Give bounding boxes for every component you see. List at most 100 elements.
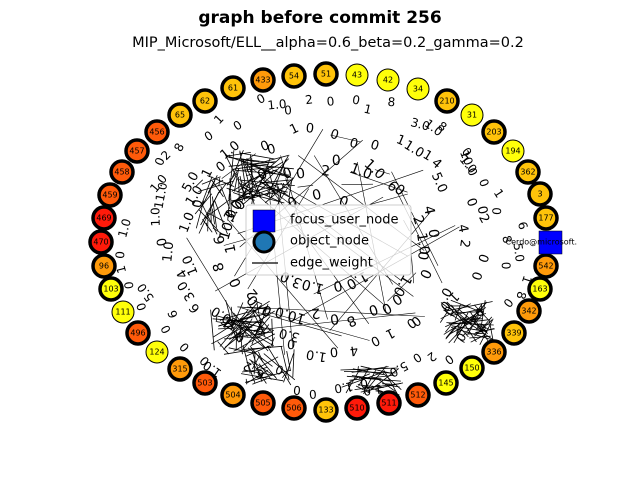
object-node-label: 458 bbox=[114, 168, 129, 177]
edge-line-47 bbox=[241, 181, 251, 199]
edge-line-250 bbox=[351, 366, 389, 373]
edge-line-177 bbox=[238, 328, 241, 339]
edge-line-243 bbox=[363, 385, 384, 388]
edge-weight-label-0: 5.0 bbox=[510, 242, 526, 263]
edge-weight-label-15: 0 bbox=[309, 387, 318, 401]
edge-line-131 bbox=[445, 316, 468, 328]
edge-line-267 bbox=[382, 383, 391, 385]
edge-line-9 bbox=[254, 154, 290, 165]
object-node-circle bbox=[125, 320, 151, 346]
edge-line-84 bbox=[227, 193, 231, 221]
edge-line-191 bbox=[251, 310, 266, 336]
edge-weight-label-40: 0 bbox=[231, 118, 245, 134]
object-node-circle bbox=[313, 61, 339, 87]
edge-line-292 bbox=[391, 171, 439, 266]
edge-weight-label-9: 2 bbox=[424, 349, 439, 365]
object-node-470: 470 bbox=[88, 229, 114, 255]
edge-line-133 bbox=[480, 304, 483, 316]
edge-line-163 bbox=[218, 327, 251, 330]
edge-line-93 bbox=[218, 178, 221, 187]
edge-line-136 bbox=[470, 318, 483, 320]
edge-line-181 bbox=[228, 347, 255, 354]
edge-line-44 bbox=[228, 150, 235, 200]
object-node-label: 61 bbox=[228, 84, 238, 93]
edge-line-237 bbox=[251, 351, 263, 382]
edge-line-230 bbox=[247, 363, 256, 384]
edge-weight-label-123: 8 bbox=[210, 260, 228, 273]
edge-weight-label-135: 1.0 bbox=[348, 160, 374, 183]
edge-line-255 bbox=[383, 370, 398, 395]
edge-line-46 bbox=[240, 179, 295, 186]
node-layer: 54 51 434234210312031943623177542163342339… bbox=[88, 61, 559, 423]
object-node-label: 362 bbox=[520, 168, 535, 177]
object-node-43: 43 bbox=[345, 63, 369, 87]
object-node-111: 111 bbox=[111, 300, 135, 324]
edge-weight-label-26: 5.0 bbox=[134, 281, 156, 305]
object-node-label: 65 bbox=[175, 111, 185, 120]
object-node-circle bbox=[516, 298, 542, 324]
object-node-512: 512 bbox=[405, 382, 431, 408]
object-node-label: 43 bbox=[352, 71, 362, 80]
edge-weight-label-16: 0 bbox=[293, 383, 302, 398]
object-node-label: 31 bbox=[467, 111, 477, 120]
edge-line-202 bbox=[249, 304, 274, 335]
edge-weight-label-116: 0 bbox=[329, 310, 340, 327]
edge-line-143 bbox=[482, 316, 493, 329]
edge-line-195 bbox=[219, 316, 229, 321]
object-node-31: 31 bbox=[460, 103, 484, 127]
object-node-circle bbox=[144, 119, 170, 145]
object-node-456: 456 bbox=[144, 119, 170, 145]
object-node-34: 34 bbox=[406, 77, 430, 101]
edge-weight-label-61: 0 bbox=[474, 252, 491, 264]
legend-object-label: object_node bbox=[290, 234, 369, 249]
edge-line-222 bbox=[266, 345, 292, 386]
edge-line-154 bbox=[479, 318, 494, 345]
object-node-circle bbox=[481, 339, 507, 365]
edge-line-89 bbox=[207, 175, 218, 194]
edge-line-295 bbox=[349, 171, 408, 193]
edge-line-171 bbox=[217, 341, 230, 355]
object-node-506: 506 bbox=[281, 395, 307, 421]
object-node-54: 54 bbox=[281, 63, 307, 89]
edge-line-280 bbox=[387, 272, 417, 302]
object-node-505: 505 bbox=[250, 390, 276, 416]
edge-line-32 bbox=[251, 195, 254, 205]
edge-line-227 bbox=[283, 353, 294, 383]
edge-weight-label-11: 5.0 bbox=[387, 359, 410, 380]
object-node-96: 96 bbox=[91, 253, 117, 279]
edge-weight-label-73: 0 bbox=[286, 335, 296, 351]
edge-weight-label-95: 0 bbox=[305, 121, 315, 137]
edge-line-264 bbox=[367, 368, 399, 393]
edge-weight-label-86: 0 bbox=[190, 198, 206, 209]
edge-line-217 bbox=[249, 359, 276, 377]
edge-weight-label-110: 0 bbox=[416, 266, 434, 281]
edge-weight-label-56: 1 bbox=[491, 186, 507, 200]
object-node-circle bbox=[434, 88, 460, 114]
edge-line-206 bbox=[225, 306, 267, 319]
edge-weight-label-82: 1.0 bbox=[180, 253, 202, 278]
legend-object-swatch bbox=[252, 230, 276, 254]
figure-subtitle: MIP_Microsoft/ELL__alpha=0.6_beta=0.2_ga… bbox=[132, 35, 524, 51]
edge-line-91 bbox=[198, 209, 219, 231]
edge-line-61 bbox=[226, 154, 273, 175]
edge-weight-label-105: 0 bbox=[474, 205, 490, 216]
object-node-label: 51 bbox=[321, 70, 331, 79]
object-node-circle bbox=[459, 355, 485, 381]
object-node-65: 65 bbox=[167, 102, 193, 128]
edge-line-174 bbox=[215, 321, 253, 328]
edge-line-83 bbox=[220, 186, 231, 210]
edge-weight-label-84: 0 bbox=[154, 236, 170, 247]
object-node-145: 145 bbox=[433, 370, 459, 396]
legend-frame bbox=[245, 204, 412, 276]
edge-line-79 bbox=[203, 198, 232, 220]
edge-line-297 bbox=[186, 237, 249, 338]
edge-line-262 bbox=[341, 372, 382, 388]
edge-weight-label-4: 0 bbox=[500, 295, 516, 310]
object-node-62: 62 bbox=[192, 88, 218, 114]
edge-weight-label-12: 1.0 bbox=[362, 382, 383, 399]
edge-line-137 bbox=[439, 311, 448, 323]
edge-weight-label-114: 0 bbox=[366, 300, 380, 318]
object-node-circle bbox=[167, 102, 193, 128]
object-node-circle bbox=[97, 182, 123, 208]
object-node-circle bbox=[88, 229, 114, 255]
